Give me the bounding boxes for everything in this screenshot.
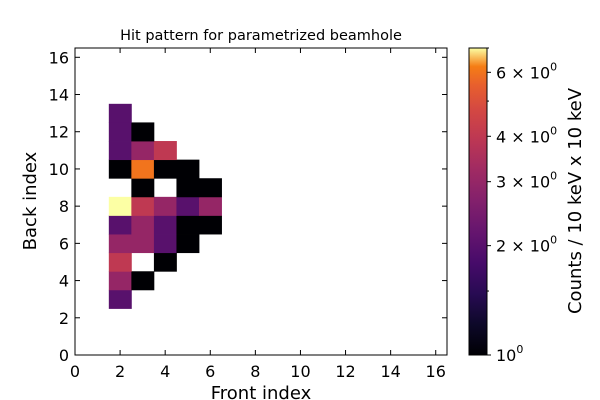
heatmap-cell [176,234,200,254]
heatmap-cell [199,215,222,235]
x-tick-label: 0 [70,362,80,381]
y-tick-label: 0 [59,346,69,365]
heatmap-cell [108,271,132,291]
colorbar-tick-label: 6 × 100 [496,60,557,82]
y-tick-label: 2 [59,309,69,328]
heatmap-cell [108,103,132,123]
heatmap-cell [153,234,177,254]
y-tick-label: 8 [59,197,69,216]
colorbar: 100 2 × 100 3 × 100 4 × 100 6 × 100 [468,47,557,365]
heatmap-cell [131,141,155,161]
heatmap-cell [131,196,155,216]
heatmap-cell [176,178,200,198]
heatmap-cell [108,234,132,254]
x-tick-label: 8 [250,362,260,381]
heatmap-cell [153,196,177,216]
x-tick-label: 6 [205,362,215,381]
y-tick-label: 12 [49,123,69,142]
y-tick-label: 16 [49,48,69,67]
x-tick-label: 14 [380,362,400,381]
x-tick-label: 16 [426,362,446,381]
heatmap-cells [108,103,222,309]
heatmap-cell [108,215,132,235]
chart-title: Hit pattern for parametrized beamhole [120,28,402,44]
colorbar-tick-label: 100 [496,343,523,365]
heatmap-cell [131,178,155,198]
heatmap-cell [108,159,132,179]
heatmap-cell [153,252,177,272]
heatmap-cell [199,196,222,216]
y-tick-label: 4 [59,272,69,291]
heatmap-cell [176,159,200,179]
heatmap-cell [108,289,132,309]
heatmap-cell [131,159,155,179]
heatmap-cell [131,234,155,254]
x-tick-label: 12 [335,362,355,381]
heatmap-cell [153,215,177,235]
y-tick-label: 10 [49,160,69,179]
colorbar-tick-label: 2 × 100 [496,234,557,256]
x-axis-label: Front index [211,383,312,400]
x-axis-ticks: 0 2 4 6 8 10 12 14 16 [70,48,446,381]
heatmap-cell [176,215,200,235]
y-tick-label: 6 [59,234,69,253]
heatmap-cell [199,178,222,198]
heatmap-cell [108,252,132,272]
colorbar-tick-label: 4 × 100 [496,124,557,146]
colorbar-ticks: 100 2 × 100 3 × 100 4 × 100 6 × 100 [487,47,557,365]
heatmap-cell [108,122,132,142]
plot-border [74,47,448,356]
x-tick-label: 10 [290,362,310,381]
heatmap-cell [176,196,200,216]
y-tick-label: 14 [49,86,69,105]
x-tick-label: 2 [115,362,125,381]
heatmap-cell [108,141,132,161]
heatmap-cell [153,141,177,161]
colorbar-gradient [468,47,488,356]
x-tick-label: 4 [160,362,170,381]
plot-area: 0 2 4 6 8 10 12 14 16 0 2 4 6 8 10 12 14 16 [49,47,448,381]
heatmap-cell [108,196,132,216]
heatmap-cell [131,271,155,291]
heatmap-cell [131,215,155,235]
y-axis-label: Back index [20,151,41,250]
colorbar-label: Counts / 10 keV x 10 keV [565,87,586,314]
colorbar-tick-label: 3 × 100 [496,170,557,192]
heatmap-cell [131,122,155,142]
y-axis-ticks: 0 2 4 6 8 10 12 14 16 [49,48,447,365]
heatmap-cell [153,159,177,179]
